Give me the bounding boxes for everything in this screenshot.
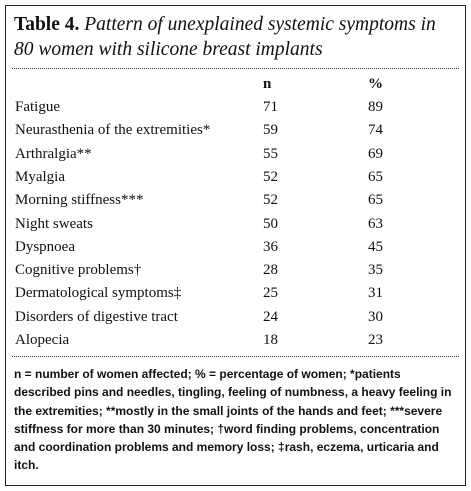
cell-value: 65 [368, 168, 383, 185]
row-label: Arthralgia** [15, 145, 92, 162]
cell-value: 25 [263, 285, 278, 302]
cell-value: 24 [263, 308, 278, 325]
cell-value: 35 [368, 262, 383, 279]
cell-value: 74 [368, 122, 383, 139]
cell-value: 89 [368, 99, 383, 115]
row-label: Disorders of digestive tract [15, 308, 178, 325]
row-label: Fatigue [15, 99, 60, 115]
row-label: Neurasthenia of the extremities* [15, 122, 211, 139]
cell-value: 36 [263, 238, 278, 255]
row-label: Morning stiffness*** [15, 192, 144, 209]
column-header: n [263, 76, 272, 92]
cell-value: 65 [368, 192, 383, 209]
cell-value: 45 [368, 238, 383, 255]
cell-value: 59 [263, 122, 278, 139]
row-label: Night sweats [15, 215, 93, 232]
title-text: Pattern of unexplained systemic symptoms… [14, 14, 436, 60]
divider [12, 68, 459, 69]
row-label: Dermatological symptoms‡ [15, 285, 182, 302]
divider [12, 356, 459, 357]
table-title: Table 4. Pattern of unexplained systemic… [14, 12, 460, 62]
footnote: n = number of women affected; % = percen… [14, 367, 452, 473]
column-header: % [368, 76, 383, 92]
cell-value: 55 [263, 145, 278, 162]
cell-value: 28 [263, 262, 278, 279]
cell-value: 31 [368, 285, 383, 302]
row-label: Cognitive problems† [15, 262, 142, 279]
cell-value: 52 [263, 168, 278, 185]
cell-value: 23 [368, 332, 383, 348]
cell-value: 63 [368, 215, 383, 232]
cell-value: 69 [368, 145, 383, 162]
cell-value: 30 [368, 308, 383, 325]
cell-value: 71 [263, 99, 278, 115]
table-panel: Table 4. Pattern of unexplained systemic… [5, 5, 466, 486]
cell-value: 50 [263, 215, 278, 232]
table-label: Table 4. [14, 14, 80, 35]
row-label: Alopecia [15, 332, 70, 348]
cell-value: 52 [263, 192, 278, 209]
row-label: Dyspnoea [15, 238, 75, 255]
row-label: Myalgia [15, 168, 65, 185]
cell-value: 18 [263, 332, 278, 348]
